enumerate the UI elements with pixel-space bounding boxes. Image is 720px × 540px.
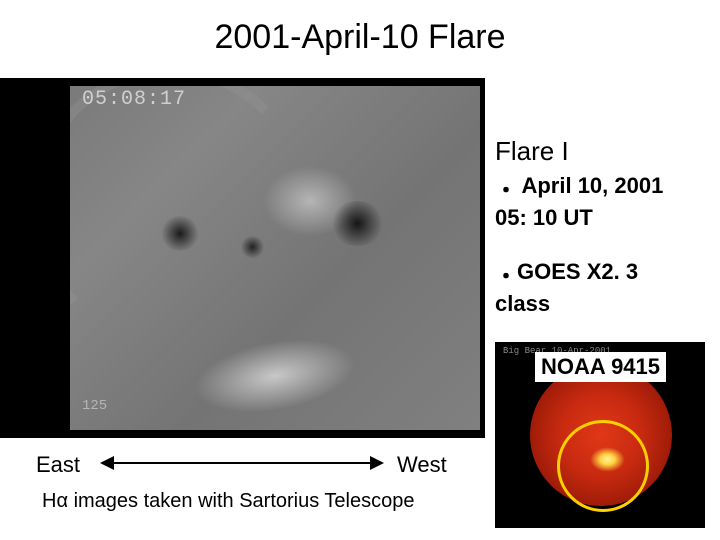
figure-caption: Hα images taken with Sartorius Telescope	[42, 490, 414, 513]
west-label: West	[397, 452, 447, 478]
halpha-image	[70, 86, 480, 430]
halpha-image-container	[0, 78, 485, 438]
east-west-arrow	[102, 462, 382, 464]
info-goes-class-line2: class	[495, 291, 710, 317]
halpha-sunspot	[240, 236, 265, 258]
bullet-icon: ・	[495, 178, 517, 203]
info-class-row: ・GOES X2. 3	[495, 259, 710, 291]
region-marker-circle	[557, 420, 649, 512]
info-date: April 10, 2001	[521, 173, 663, 198]
info-time: 05: 10 UT	[495, 205, 710, 231]
halpha-sunspot	[330, 201, 385, 246]
info-date-row: ・ April 10, 2001	[495, 173, 710, 205]
info-goes-class: GOES X2. 3	[517, 259, 638, 284]
noaa-region-badge: NOAA 9415	[535, 352, 666, 382]
flare-label: Flare I	[495, 136, 710, 167]
bullet-icon: ・	[495, 264, 517, 289]
east-label: East	[36, 452, 80, 478]
halpha-frame-counter: 125	[82, 398, 107, 414]
halpha-sunspot	[160, 216, 200, 251]
halpha-timestamp: 05:08:17	[82, 88, 186, 111]
page-title: 2001-April-10 Flare	[0, 18, 720, 57]
info-panel: Flare I ・ April 10, 2001 05: 10 UT ・GOES…	[495, 136, 710, 317]
